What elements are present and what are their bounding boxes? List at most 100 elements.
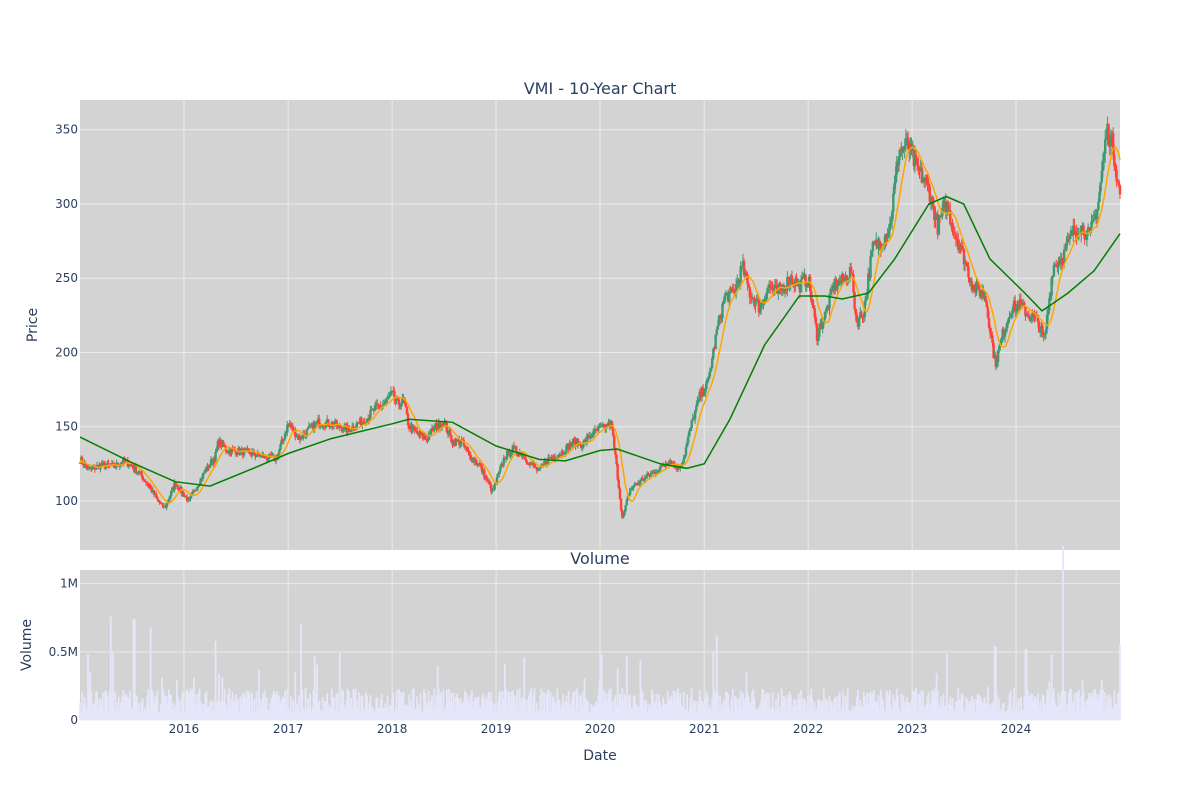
x-tick-label: 2016	[169, 722, 200, 736]
volume-bar	[896, 695, 899, 720]
volume-bar	[313, 656, 316, 720]
candle-body	[939, 216, 943, 218]
candle-body	[690, 420, 693, 429]
candle-body	[788, 283, 791, 287]
candle-body	[284, 432, 288, 434]
candle-body	[869, 256, 872, 278]
candle-body	[468, 452, 471, 456]
volume-bar	[285, 707, 288, 720]
volume-bar	[83, 697, 86, 720]
volume-bar	[810, 688, 813, 720]
volume-bar	[277, 700, 280, 720]
volume-bar	[1086, 699, 1088, 720]
candle-body	[533, 464, 536, 468]
volume-bar	[882, 700, 884, 720]
volume-bar	[788, 691, 791, 720]
volume-bar	[387, 710, 390, 720]
volume-bar	[1026, 689, 1029, 720]
volume-bar	[655, 693, 658, 720]
volume-bar	[1084, 709, 1087, 720]
volume-bar	[247, 690, 250, 720]
candle-body	[1041, 325, 1044, 333]
candle-body	[485, 476, 488, 481]
candle-body	[1091, 220, 1094, 222]
volume-bar	[252, 712, 255, 720]
volume-bar	[486, 700, 489, 720]
volume-bar	[182, 711, 185, 720]
candle-body	[938, 215, 942, 218]
candle-body	[1043, 333, 1047, 336]
candle-body	[992, 342, 995, 359]
volume-bar	[650, 689, 653, 720]
candle-body	[494, 483, 497, 485]
volume-bar	[911, 690, 914, 720]
volume-bar	[1064, 690, 1067, 720]
volume-bar	[510, 691, 513, 720]
volume-bar	[530, 688, 532, 720]
volume-bar	[501, 691, 504, 720]
volume-bar	[224, 703, 227, 720]
volume-bar	[412, 688, 415, 720]
volume-bar	[467, 703, 470, 720]
volume-bar	[174, 705, 177, 720]
volume-bar	[231, 692, 234, 720]
volume-bar	[468, 695, 471, 720]
volume-bar	[268, 710, 270, 720]
candle-body	[610, 420, 614, 428]
candle-body	[138, 471, 141, 474]
volume-bar	[116, 701, 119, 720]
candle-body	[327, 419, 330, 427]
volume-bar	[1057, 692, 1060, 720]
candle-body	[658, 467, 662, 471]
volume-bar	[125, 694, 128, 720]
candle-body	[306, 427, 310, 430]
volume-bar	[163, 693, 166, 720]
candle-body	[894, 174, 897, 184]
volume-bar	[914, 691, 916, 720]
volume-bar	[312, 689, 315, 720]
candle-body	[396, 398, 400, 400]
volume-bar	[347, 691, 350, 720]
candle-body	[720, 318, 723, 320]
volume-bar	[423, 689, 425, 720]
volume-bar	[261, 698, 264, 720]
volume-bar	[830, 702, 833, 720]
volume-bar	[367, 707, 370, 720]
candle-body	[469, 455, 472, 461]
volume-bar	[462, 700, 465, 720]
volume-bar	[677, 688, 679, 720]
volume-bar	[123, 694, 126, 720]
volume-bar	[436, 665, 439, 720]
candle-body	[929, 201, 933, 202]
volume-bar	[193, 677, 195, 720]
volume-bar	[694, 701, 697, 720]
candle-body	[913, 155, 917, 167]
volume-bar	[948, 704, 951, 720]
volume-bar	[235, 694, 237, 720]
volume-bar	[204, 693, 207, 720]
volume-bar	[1008, 694, 1011, 720]
volume-bar	[155, 696, 158, 720]
volume-bar	[338, 651, 341, 720]
volume-bar	[156, 690, 159, 720]
candle-body	[1007, 319, 1010, 323]
volume-bar	[928, 709, 931, 720]
volume-bar	[933, 692, 936, 720]
candle-body	[1117, 181, 1121, 186]
volume-bar	[996, 694, 998, 720]
volume-bar	[931, 690, 933, 720]
volume-bar	[600, 654, 603, 720]
candle-body	[1027, 314, 1031, 319]
volume-bar	[88, 690, 91, 720]
volume-bar	[746, 692, 749, 720]
volume-subplot-title: Volume	[570, 549, 630, 568]
candle-body	[510, 451, 513, 455]
volume-bar	[175, 679, 178, 720]
volume-bar	[515, 695, 518, 720]
volume-bar	[134, 694, 137, 720]
candle-body	[852, 274, 855, 293]
volume-bar	[1092, 690, 1095, 720]
volume-bar	[281, 696, 284, 720]
volume-bar	[584, 697, 587, 720]
